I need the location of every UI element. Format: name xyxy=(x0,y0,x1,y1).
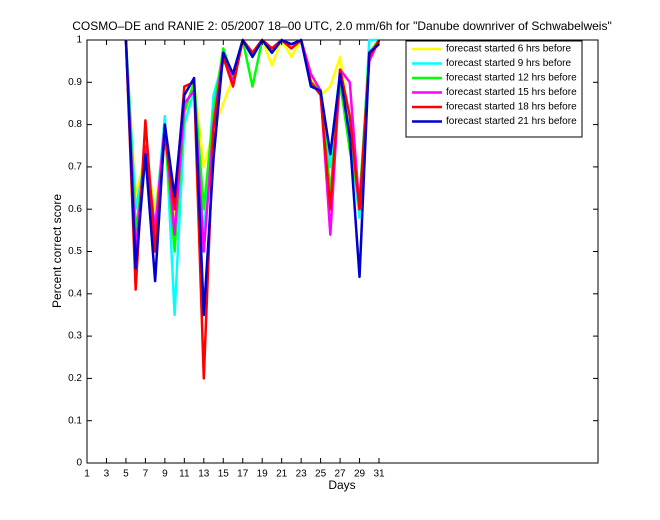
x-tick-label: 29 xyxy=(354,469,366,480)
legend-label: forecast started 21 hrs before xyxy=(446,116,577,127)
x-tick-label: 21 xyxy=(276,469,288,480)
series-line xyxy=(124,38,381,380)
y-axis-label: Percent correct score xyxy=(50,194,64,308)
y-tick-label: 0.4 xyxy=(68,288,82,299)
lines xyxy=(124,38,381,380)
x-tick-label: 3 xyxy=(104,469,110,480)
legend: forecast started 6 hrs before forecast st… xyxy=(405,40,583,138)
x-tick-label: 5 xyxy=(123,469,129,480)
x-tick-label: 13 xyxy=(198,469,210,480)
legend-label: forecast started 9 hrs before xyxy=(446,58,572,69)
x-tick-label: 9 xyxy=(162,469,168,480)
legend-label: forecast started 15 hrs before xyxy=(446,87,577,98)
x-tick-label: 23 xyxy=(296,469,308,480)
x-tick-label: 11 xyxy=(179,469,190,480)
y-tick-label: 0.2 xyxy=(68,373,82,384)
x-tick-label: 31 xyxy=(373,469,385,480)
legend-label: forecast started 6 hrs before xyxy=(446,44,572,55)
y-tick-label: 1 xyxy=(76,35,82,46)
x-tick-label: 7 xyxy=(143,469,149,480)
y-tick-label: 0.7 xyxy=(68,162,82,173)
y-tick-label: 0.1 xyxy=(68,415,82,426)
y-tick-label: 0.3 xyxy=(68,331,82,342)
y-tick-label: 0.9 xyxy=(68,77,82,88)
x-tick-label: 25 xyxy=(315,469,327,480)
legend-label: forecast started 18 hrs before xyxy=(446,102,577,113)
x-tick-label: 17 xyxy=(237,469,249,480)
x-tick-label: 19 xyxy=(257,469,269,480)
series-line xyxy=(124,38,380,317)
y-tick-label: 0.5 xyxy=(68,246,82,257)
x-tick-label: 27 xyxy=(335,469,347,480)
chart-title: COSMO–DE and RANIE 2: 05/2007 18–00 UTC,… xyxy=(72,19,611,33)
x-axis-label: Days xyxy=(328,478,355,492)
y-tick-label: 0.8 xyxy=(68,119,82,130)
x-tick-label: 1 xyxy=(84,469,90,480)
y-tick-label: 0.6 xyxy=(68,204,82,215)
y-tick-label: 0 xyxy=(76,458,82,469)
legend-label: forecast started 12 hrs before xyxy=(446,73,577,84)
x-tick-label: 15 xyxy=(218,469,230,480)
